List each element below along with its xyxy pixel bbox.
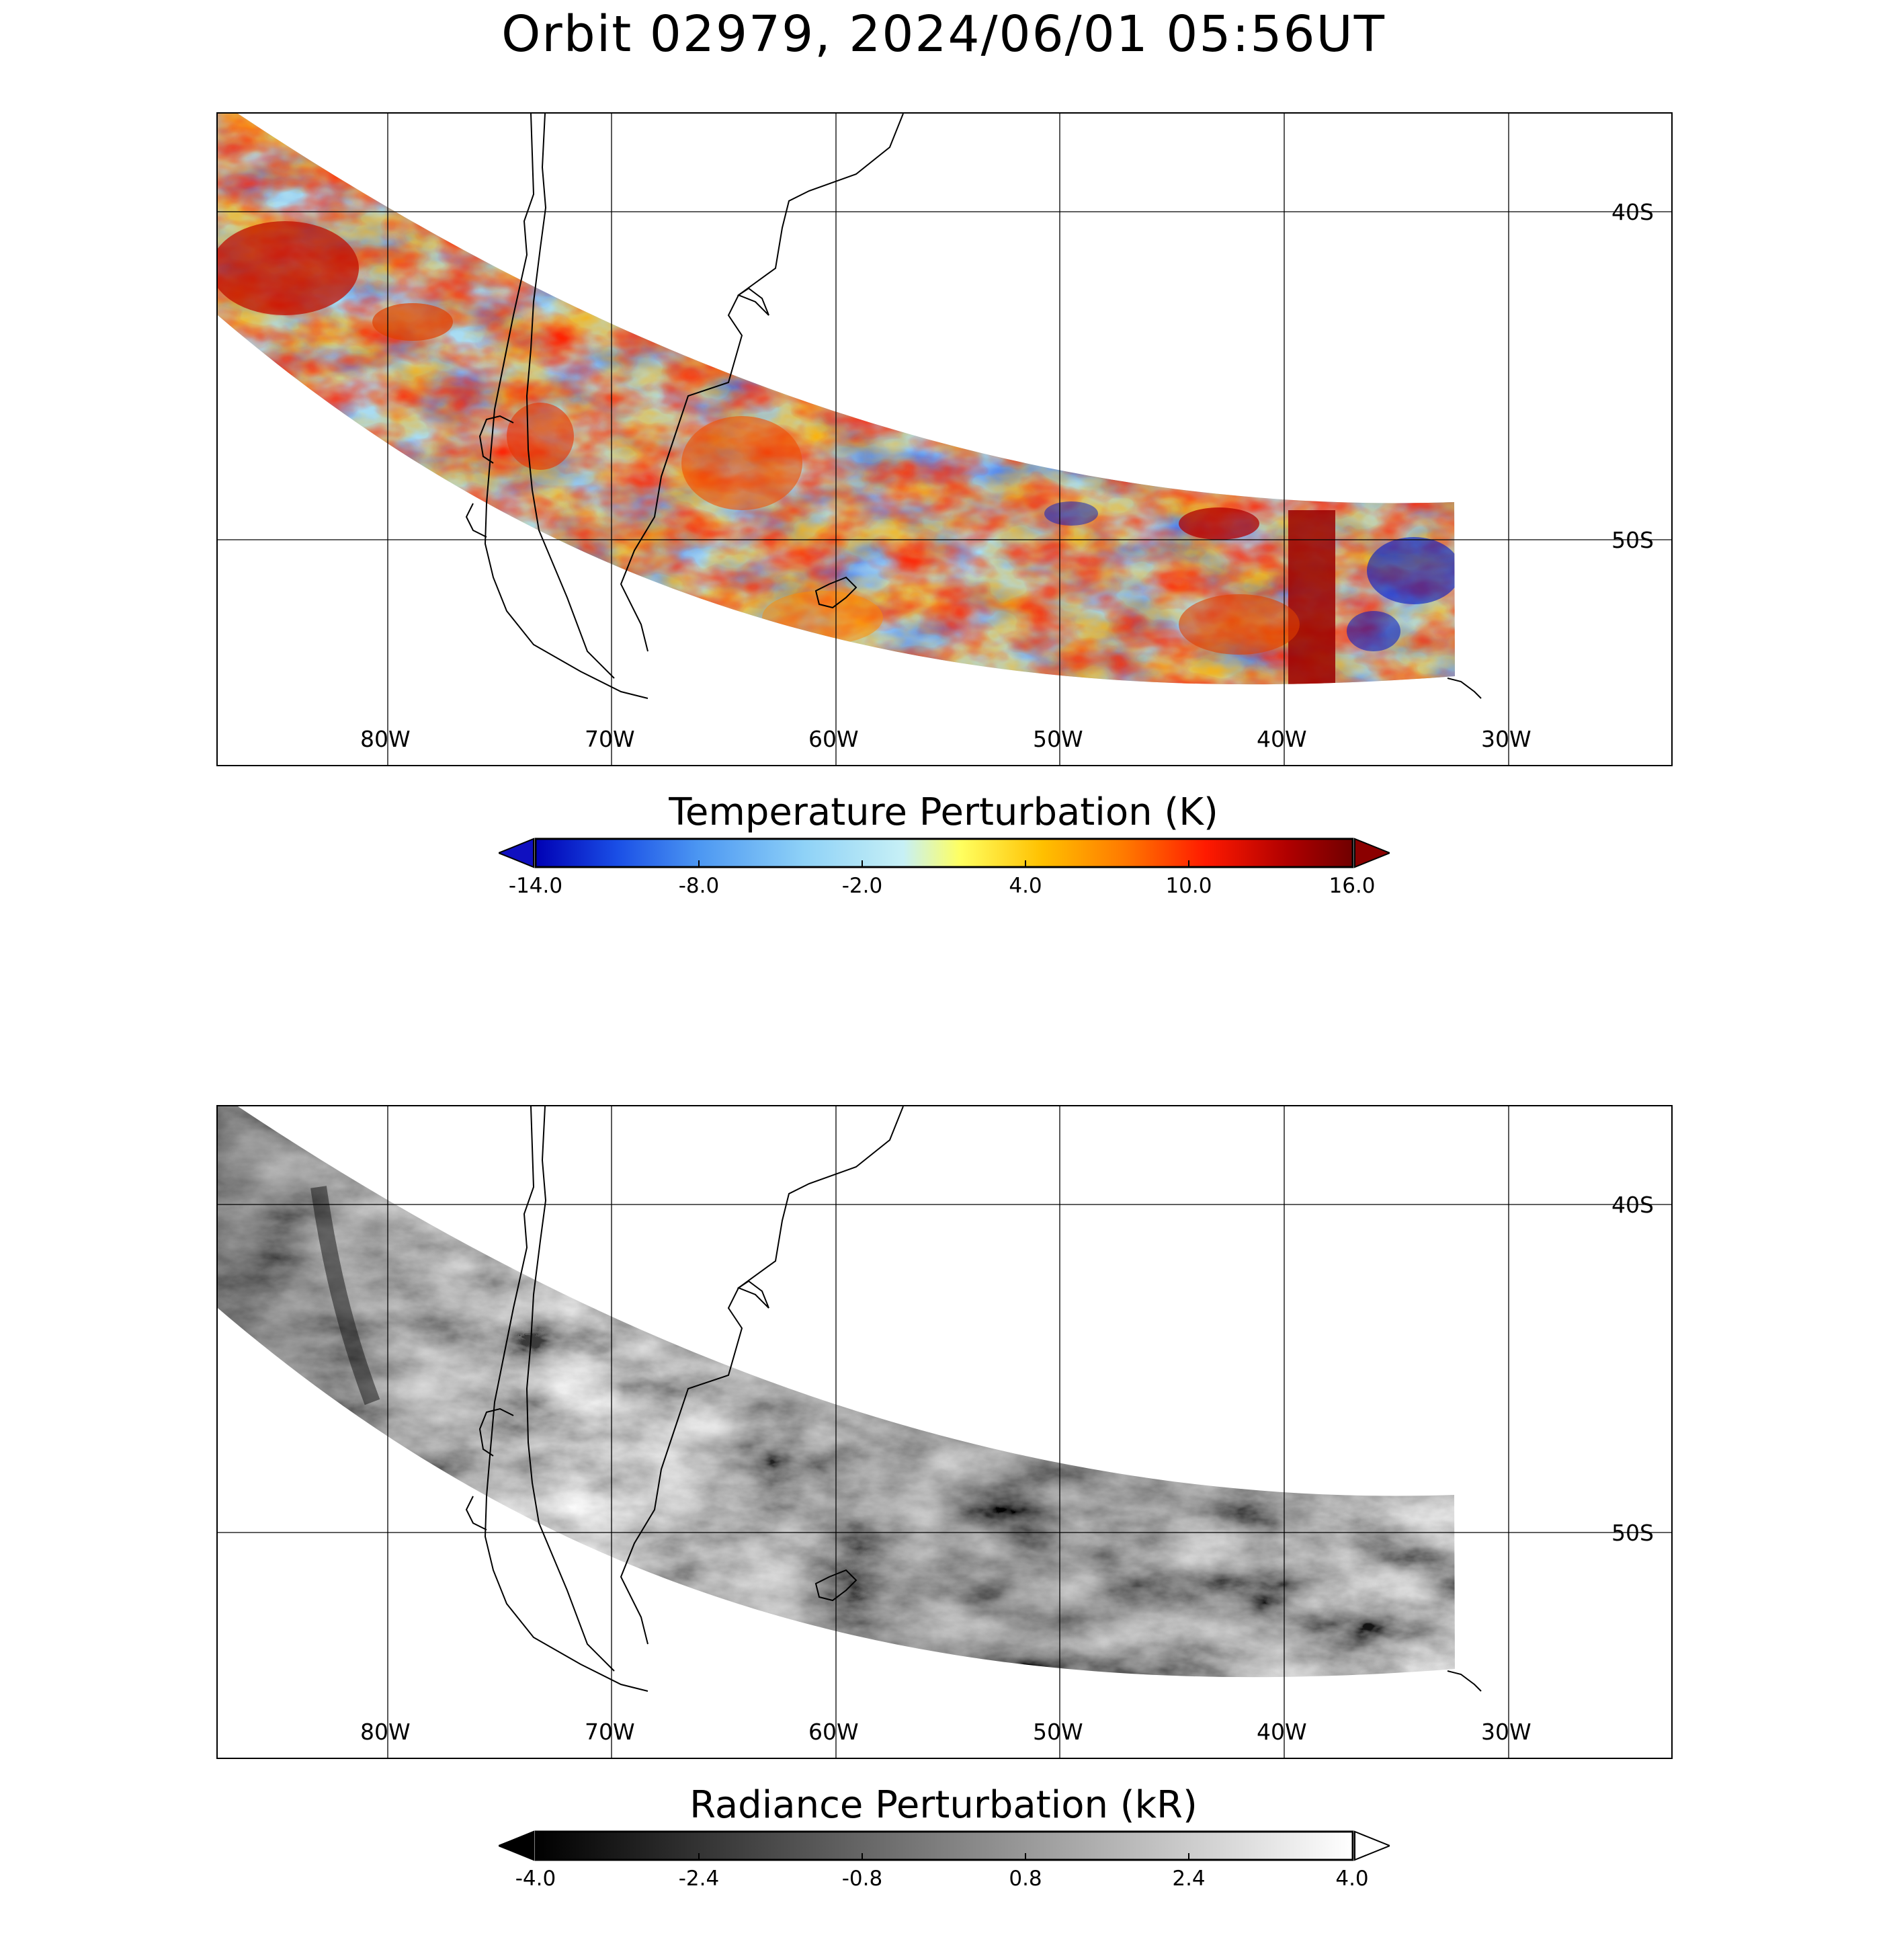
- lon-label: 60W: [808, 1719, 859, 1745]
- under-arrow: [499, 1830, 534, 1861]
- temperature-map: [218, 114, 1671, 765]
- over-arrow: [1354, 1830, 1390, 1861]
- lon-label: 80W: [360, 1719, 411, 1745]
- lon-label: 40W: [1257, 726, 1307, 752]
- lat-label: 50S: [1611, 1520, 1654, 1546]
- colorbar-tick: -2.4: [678, 1867, 720, 1891]
- lat-label: 50S: [1611, 527, 1654, 553]
- lon-label: 30W: [1481, 1719, 1532, 1745]
- lon-label: 70W: [585, 726, 635, 752]
- lon-label: 70W: [585, 1719, 635, 1745]
- colorbar-tick: -4.0: [515, 1867, 556, 1891]
- colorbar-tick: -2.0: [841, 874, 883, 898]
- coastline: [465, 1106, 1482, 1692]
- coastline: [465, 114, 1482, 699]
- colorbar-tick: 16.0: [1329, 874, 1376, 898]
- colorbar-title: Radiance Perturbation (kR): [689, 1783, 1198, 1827]
- colorbar-tick: -0.8: [841, 1867, 883, 1891]
- lon-label: 60W: [808, 726, 859, 752]
- graticule: [218, 1106, 1671, 1758]
- radiance-map: [218, 1106, 1671, 1758]
- colorbar-tick: 4.0: [1335, 1867, 1369, 1891]
- colorbar-title: Temperature Perturbation (K): [669, 790, 1218, 834]
- temperature-map-panel: [216, 112, 1673, 766]
- colorbar-tick: -14.0: [508, 874, 563, 898]
- lon-label: 50W: [1033, 1719, 1083, 1745]
- lon-label: 80W: [360, 726, 411, 752]
- radiance-map-panel: [216, 1105, 1673, 1759]
- colorbar-tick: 0.8: [1009, 1867, 1042, 1891]
- radiance-colorbar: [499, 1830, 1390, 1861]
- lon-label: 50W: [1033, 726, 1083, 752]
- figure-title: Orbit 02979, 2024/06/01 05:56UT: [501, 5, 1386, 63]
- under-arrow: [499, 838, 534, 868]
- graticule: [218, 114, 1671, 765]
- colorbar-tick: -8.0: [678, 874, 720, 898]
- colorbar-tick: 10.0: [1165, 874, 1212, 898]
- lon-label: 40W: [1257, 1719, 1307, 1745]
- lat-label: 40S: [1611, 199, 1654, 225]
- lon-label: 30W: [1481, 726, 1532, 752]
- colorbar-tick: 4.0: [1009, 874, 1042, 898]
- colorbar-tick: 2.4: [1172, 1867, 1206, 1891]
- over-arrow: [1354, 838, 1390, 868]
- lat-label: 40S: [1611, 1192, 1654, 1218]
- temperature-colorbar: [499, 838, 1390, 868]
